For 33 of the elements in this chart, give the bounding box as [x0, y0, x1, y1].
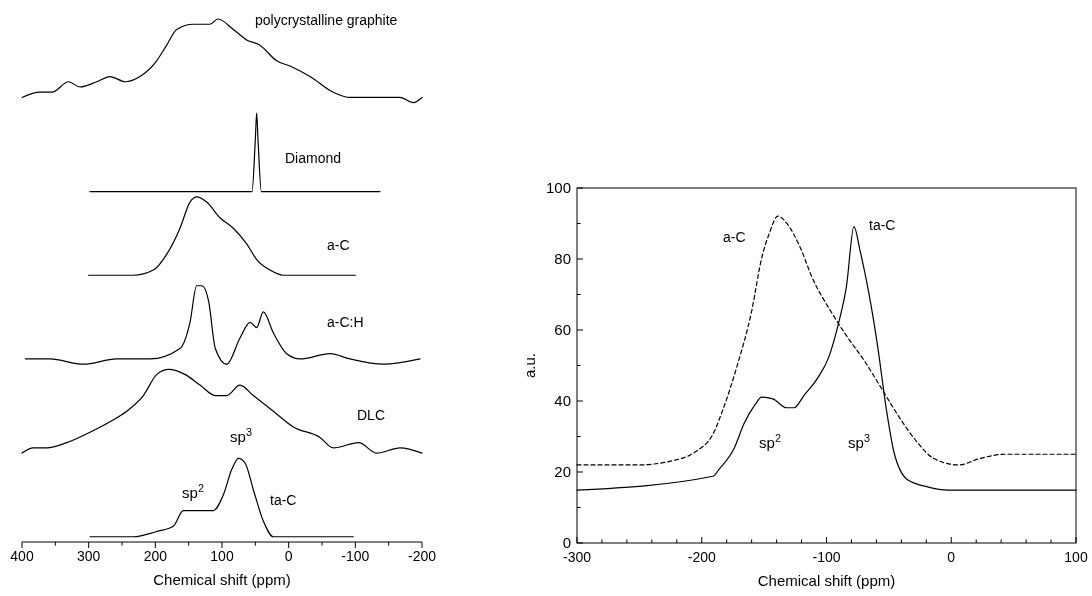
- y-tick-label: 80: [554, 250, 571, 268]
- x-tick-label: -200: [687, 549, 716, 565]
- x-tick-label: -100: [812, 549, 841, 565]
- series-label: Diamond: [285, 150, 342, 166]
- series-label: DLC: [357, 407, 386, 423]
- x-tick-label: 200: [143, 548, 168, 564]
- series-label: a-C:H: [327, 314, 364, 330]
- annotation: sp$^{3}$: [230, 426, 252, 446]
- series-label: a-C: [723, 229, 746, 245]
- x-tick-label: 300: [76, 548, 101, 564]
- y-tick-label: 60: [554, 321, 571, 339]
- x-tick-label: 0: [284, 548, 293, 564]
- x-tick-label: 100: [1064, 549, 1088, 565]
- series-label: ta-C: [869, 217, 896, 233]
- series-label: polycrystalline graphite: [255, 12, 398, 28]
- y-tick-label: 20: [554, 463, 571, 481]
- x-tick-label: 0: [947, 549, 956, 565]
- annotation: sp$^{3}$: [848, 432, 870, 452]
- y-tick-label: 100: [545, 179, 571, 197]
- x-tick-label: -200: [407, 548, 437, 564]
- series-label: a-C: [327, 237, 350, 253]
- y-tick-label: 40: [554, 392, 571, 410]
- x-tick-label: -100: [341, 548, 370, 564]
- x-tick-label: -300: [562, 549, 592, 565]
- x-tick-label: 100: [210, 548, 234, 564]
- x-axis-title: Chemical shift (ppm): [153, 571, 291, 588]
- x-axis-title: Chemical shift (ppm): [757, 572, 896, 589]
- annotation: sp$^{2}$: [759, 432, 781, 452]
- y-tick-label: 0: [562, 534, 571, 552]
- series-label: ta-C: [270, 492, 297, 508]
- y-axis-title: a.u.: [521, 352, 538, 379]
- x-tick-label: 400: [10, 548, 34, 564]
- annotation: sp$^{2}$: [182, 482, 204, 502]
